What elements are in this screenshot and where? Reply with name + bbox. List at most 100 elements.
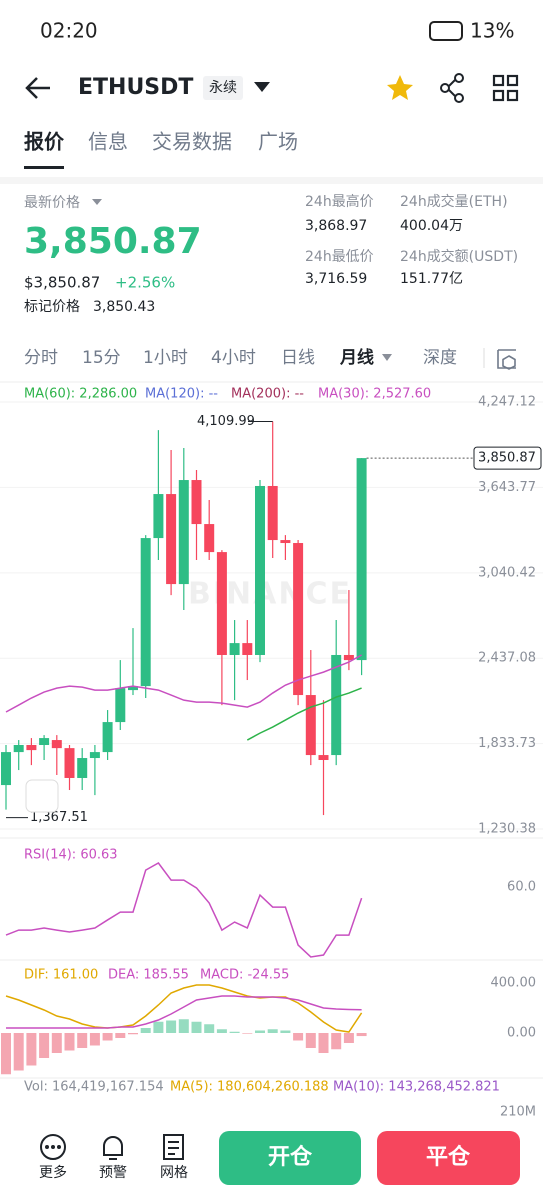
share-button[interactable] [440,73,464,103]
interval[interactable]: 4小时 [211,348,256,368]
favorite-button[interactable] [387,75,413,100]
macd-bar [204,1024,215,1033]
expand-button[interactable] [25,779,59,813]
dropdown-arrow[interactable] [382,354,392,361]
interval[interactable]: 分时 [24,348,58,368]
macd-bar [64,1033,75,1051]
symbol-dropdown[interactable] [254,82,270,92]
candle-body [13,745,24,753]
tab[interactable]: 广场 [258,130,298,154]
stat-value: 3,716.59 [305,271,367,287]
interval-selected[interactable]: 月线 [339,347,374,368]
open-button[interactable] [219,1131,361,1185]
y-tick-label: 60.0 [507,880,536,895]
candle-body [51,740,62,749]
candle-body [140,538,151,687]
high-label: 4,109.99 [197,414,255,429]
macd-bar [191,1021,202,1033]
nav-item[interactable]: 网格 [160,1165,188,1181]
candle-body [191,480,202,525]
last-price-label: 3,850.87 [478,451,536,466]
macd-bar [216,1029,227,1033]
macd-bar [318,1033,329,1053]
macd-legend: DIF: 161.00 [24,968,98,983]
macd-bar [77,1033,88,1048]
macd-bar [1,1033,11,1075]
price-change: +2.56% [115,274,175,292]
dropdown-arrow[interactable] [92,199,102,205]
macd-bar [305,1033,316,1048]
mark-price-label: 标记价格 [24,299,80,315]
more-icon [40,1134,66,1160]
macd-bar [51,1033,62,1053]
candle-body [255,485,265,655]
last-price-box [473,446,542,470]
y-tick-label: 4,247.12 [478,395,536,410]
macd-bar [89,1033,100,1046]
candle-body [331,654,342,756]
y-tick-label: 400.00 [491,976,537,991]
macd-bar [242,1033,253,1034]
macd-bar [26,1033,37,1066]
nav-item[interactable]: 更多 [39,1164,67,1181]
stat-label: 24h最低价 [305,249,374,265]
interval[interactable]: 日线 [281,348,315,368]
macd-bar [267,1029,278,1033]
volume-axis-label: 210M [500,1105,536,1120]
tab[interactable]: 信息 [88,130,128,154]
candle-body [343,654,354,661]
tab[interactable]: 交易数据 [152,130,232,154]
ma-line [246,687,362,741]
tab[interactable]: 报价 [24,130,65,154]
candle-body [305,695,316,756]
macd-bar [140,1028,151,1033]
settings-button[interactable] [497,349,516,370]
candle-body [153,494,164,539]
contract: 永续 [209,79,237,96]
candle-body [39,738,50,746]
tab-indicator [24,166,64,169]
interval[interactable]: 深度 [423,348,457,368]
candle-body [102,722,113,753]
candle-body [242,643,253,655]
candle-body [77,758,88,778]
ma-legend: MA(30): 2,527.60 [318,387,431,402]
grid-icon [163,1134,184,1160]
layout-button[interactable] [492,74,519,102]
y-tick-label: 0.00 [507,1026,536,1041]
interval[interactable]: 15分 [82,348,121,368]
rsi-label: RSI(14): 60.63 [24,848,118,863]
volume-legend: Vol: 164,419,167.154 [24,1080,164,1095]
status-battery: 13% [470,19,514,43]
nav-item[interactable]: 预警 [99,1165,127,1181]
macd-bar [166,1020,177,1033]
macd-bar [229,1031,240,1033]
close-button[interactable] [377,1131,520,1185]
ma-line [5,654,362,713]
candle-body [166,494,177,585]
y-tick-label: 3,643.77 [478,480,536,495]
stat-label: 24h最高价 [305,193,374,210]
stat-value: 400.04万 [400,218,463,234]
mark-price: 3,850.43 [93,299,155,315]
macd-bar [128,1033,138,1035]
macd-bar [356,1033,367,1037]
candle-body [26,745,37,751]
low-label: 1,367.51 [30,810,88,825]
macd-bar [115,1033,126,1038]
macd-legend: DEA: 185.55 [108,968,189,983]
candle-body [356,458,367,661]
candle-body [216,552,227,655]
interval[interactable]: 1小时 [143,348,188,368]
battery-icon [429,21,463,41]
candle-body [267,485,278,541]
macd-bar [255,1030,265,1033]
stat-label: 24h成交量(ETH) [400,193,508,210]
macd-bar [102,1033,113,1041]
back-button[interactable] [25,77,50,99]
usd-price: $3,850.87 [24,274,100,292]
volume-legend: MA(5): 180,604,260.188 [170,1080,329,1095]
contract-badge [203,76,243,100]
macd-bar [39,1033,50,1058]
